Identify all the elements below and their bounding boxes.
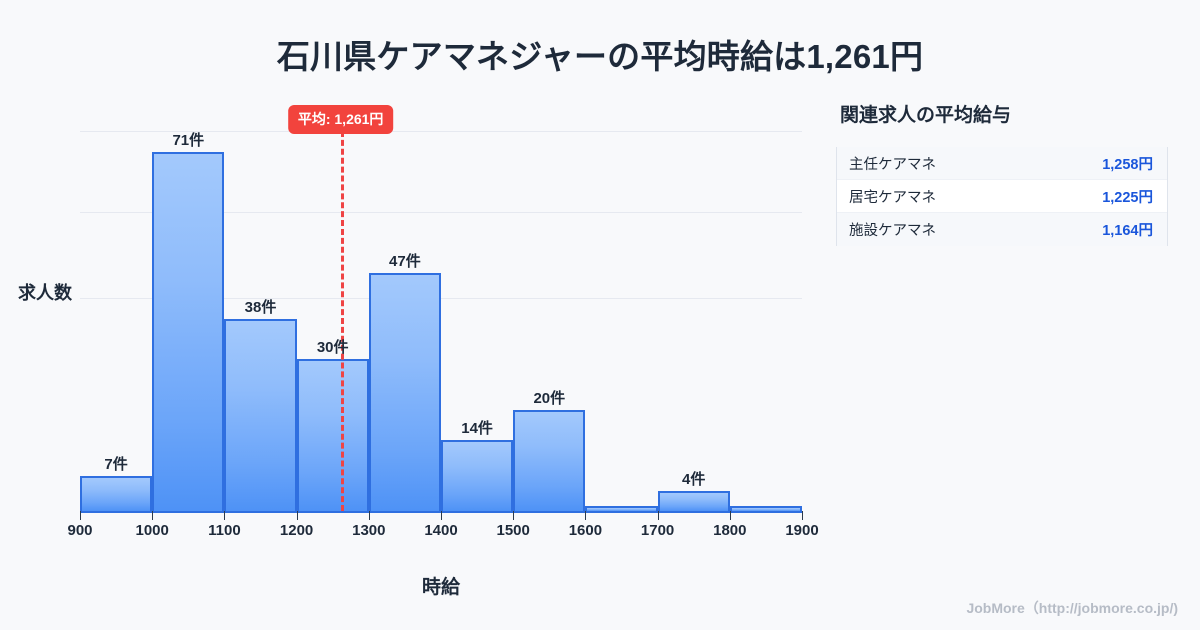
salary-row[interactable]: 主任ケアマネ 1,258円 <box>837 147 1167 180</box>
x-tick-mark <box>802 511 803 520</box>
x-tick-mark <box>224 511 226 520</box>
histogram-bar[interactable] <box>368 273 441 511</box>
related-salary-title: 関連求人の平均給与 <box>840 105 1012 126</box>
x-tick-label: 1600 <box>568 522 603 539</box>
bar-value-label: 14件 <box>461 420 493 438</box>
average-line <box>340 131 344 511</box>
x-tick-label: 1000 <box>135 522 169 539</box>
x-tick-mark <box>513 511 515 520</box>
y-axis-label: 求人数 <box>18 283 72 303</box>
histogram-bar[interactable] <box>657 490 730 511</box>
x-tick-label: 1100 <box>208 522 241 539</box>
x-axis-label: 時給 <box>421 577 460 598</box>
histogram-bar[interactable] <box>441 440 514 511</box>
histogram-bar[interactable] <box>296 359 369 511</box>
x-tick-mark <box>152 511 154 520</box>
gridline <box>80 131 802 133</box>
x-tick-label: 1700 <box>640 522 675 539</box>
x-tick-mark <box>80 511 81 520</box>
histogram-bar[interactable] <box>80 475 153 511</box>
x-tick-mark <box>296 511 298 520</box>
page-title: 石川県ケアマネジャーの平均時給は1,261円 <box>276 38 924 75</box>
histogram-bar[interactable] <box>224 318 297 511</box>
bar-value-label: 20件 <box>533 389 566 407</box>
salary-row[interactable]: 居宅ケアマネ 1,225円 <box>837 180 1167 213</box>
x-tick-label: 1200 <box>279 522 314 539</box>
bar-value-label: 7件 <box>104 455 128 473</box>
salary-row-name: 居宅ケアマネ <box>849 189 936 206</box>
bar-value-label: 30件 <box>316 339 349 357</box>
x-tick-label: 1900 <box>785 522 819 539</box>
bar-value-label: 4件 <box>682 470 706 488</box>
average-badge: 平均: 1,261円 <box>287 105 394 134</box>
salary-row-name: 施設ケアマネ <box>849 223 936 239</box>
histogram-bar[interactable] <box>585 505 658 511</box>
plot-area <box>80 96 802 511</box>
related-salary-table: 主任ケアマネ 1,258円居宅ケアマネ 1,225円施設ケアマネ 1,164円 <box>836 147 1168 246</box>
x-tick-mark <box>729 511 731 520</box>
histogram-bar[interactable] <box>729 505 802 511</box>
salary-row-value: 1,225円 <box>1102 189 1153 206</box>
histogram-chart: 求人数 時給 平均: 1,261円 7件 71件 38件 30件 47件 14件 20件 4件… <box>18 96 819 598</box>
bar-value-label: 38件 <box>244 298 277 316</box>
bar-value-label: 71件 <box>172 131 205 149</box>
histogram-bar[interactable] <box>513 409 586 511</box>
x-tick-mark <box>368 511 370 520</box>
related-salary-panel: 関連求人の平均給与 主任ケアマネ 1,258円居宅ケアマネ 1,225円施設ケアマネ… <box>836 100 1176 246</box>
gridline <box>80 212 802 214</box>
gridline <box>80 298 802 300</box>
x-tick-label: 1800 <box>713 522 747 539</box>
x-tick-label: 1300 <box>352 522 386 539</box>
salary-row-value: 1,258円 <box>1102 156 1153 173</box>
bar-value-label: 47件 <box>389 253 421 271</box>
histogram-bar[interactable] <box>152 151 225 511</box>
x-tick-label: 1500 <box>496 522 530 539</box>
salary-row-name: 主任ケアマネ <box>849 156 936 173</box>
x-tick-mark <box>585 511 587 520</box>
salary-row-value: 1,164円 <box>1102 223 1153 239</box>
salary-row[interactable]: 施設ケアマネ 1,164円 <box>837 213 1167 246</box>
footer-credit: JobMore（http://jobmore.co.jp/) <box>966 600 1178 616</box>
x-tick-label: 900 <box>67 522 93 539</box>
x-tick-mark <box>657 511 659 520</box>
x-tick-label: 1400 <box>424 522 458 539</box>
x-tick-mark <box>441 511 442 520</box>
